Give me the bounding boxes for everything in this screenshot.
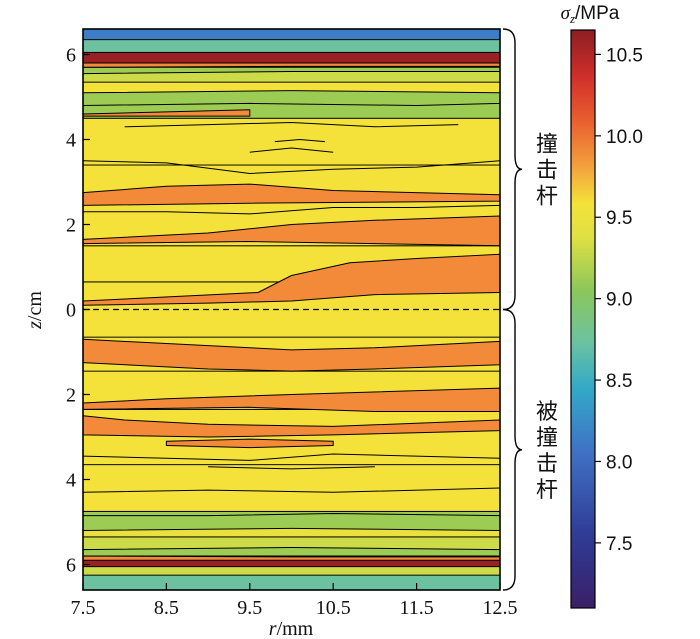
x-tick-label: 8.5 (154, 597, 179, 619)
colorbar-tick-label: 8.0 (606, 452, 632, 473)
contour-region (83, 62, 500, 68)
y-axis-symbol: z (24, 321, 46, 330)
contour-band (83, 574, 500, 590)
contour-region (83, 513, 500, 531)
y-axis-unit: /cm (24, 291, 46, 321)
contour-band (83, 51, 500, 64)
plot-area (83, 29, 500, 590)
x-tick-label: 11.5 (399, 597, 433, 619)
colorbar-tick-label: 10.5 (606, 45, 643, 66)
part-brace (502, 308, 523, 591)
contour-regions (83, 62, 500, 561)
struck-bar-label: 被撞击杆 (536, 400, 558, 503)
contour-region (83, 183, 500, 206)
contour-line (83, 160, 500, 175)
colorbar-subscript: z (569, 11, 575, 26)
striker-bar-label: 撞击杆 (536, 132, 558, 209)
contour-region (165, 438, 334, 449)
contour-line (249, 147, 334, 153)
colorbar-tick-label: 10.0 (606, 127, 643, 148)
contour-region (83, 415, 500, 438)
contour-region (83, 109, 251, 117)
contour-region (83, 66, 500, 75)
x-axis-unit: /mm (277, 618, 314, 639)
colorbar-ticks: 7.5 8.0 8.5 9.0 9.5 10.0 10.5 (595, 45, 643, 555)
contour-band (83, 566, 500, 576)
part-label-char: 击 (536, 452, 558, 477)
contour-line (274, 138, 325, 143)
part-label-char: 杆 (536, 184, 558, 209)
contour-band (83, 29, 500, 41)
x-tick-label: 12.5 (483, 597, 518, 619)
contour-region (83, 387, 500, 412)
colorbar-title: σz/MPa (561, 3, 620, 26)
contour-line (124, 121, 459, 128)
y-axis: 6 4 2 0 2 4 6 (66, 45, 90, 577)
part-label-char: 被 (536, 400, 558, 425)
colorbar-tick-label: 9.5 (606, 208, 632, 229)
contour-lines (83, 121, 500, 493)
colorbar-tick-label: 9.0 (606, 290, 632, 311)
part-braces (502, 28, 523, 591)
x-axis-symbol: r (269, 618, 277, 639)
contour-region (83, 338, 500, 372)
y-tick-label: 4 (66, 470, 76, 492)
colorbar-symbol: σ (561, 3, 571, 24)
contour-line (83, 453, 500, 461)
y-tick-label: 6 (66, 45, 76, 67)
x-tick-label: 10.5 (316, 597, 351, 619)
colorbar-gradient (570, 29, 596, 609)
contour-band (83, 464, 500, 512)
contour-region (83, 547, 500, 557)
x-tick-label: 7.5 (71, 597, 96, 619)
colorbar: 7.5 8.0 8.5 9.0 9.5 10.0 10.5 σz/MPa (561, 3, 643, 609)
x-axis: 7.5 8.5 9.5 10.5 11.5 12.5 (71, 583, 518, 619)
part-brace (502, 28, 523, 311)
y-tick-label: 6 (66, 555, 76, 577)
part-label-char: 击 (536, 158, 558, 183)
y-tick-label: 0 (66, 300, 76, 322)
contour-region (83, 90, 500, 106)
x-tick-label: 9.5 (237, 597, 262, 619)
x-axis-title: r/mm (269, 618, 314, 639)
contour-region (83, 555, 500, 561)
contour-band (83, 39, 500, 53)
y-axis-title: z/cm (24, 291, 46, 330)
colorbar-tick-label: 8.5 (606, 371, 632, 392)
contour-region (83, 253, 500, 306)
y-tick-label: 4 (66, 130, 76, 152)
part-label-char: 杆 (536, 478, 558, 503)
contour-line (208, 466, 375, 470)
contour-line (83, 204, 500, 215)
y-tick-label: 2 (66, 385, 76, 407)
y-tick-label: 2 (66, 215, 76, 237)
colorbar-tick-label: 7.5 (606, 534, 632, 555)
contour-region (83, 215, 500, 247)
colorbar-unit: /MPa (575, 3, 620, 24)
part-label-char: 撞 (536, 132, 558, 157)
part-label-char: 撞 (536, 426, 558, 451)
contour-line (83, 487, 500, 493)
